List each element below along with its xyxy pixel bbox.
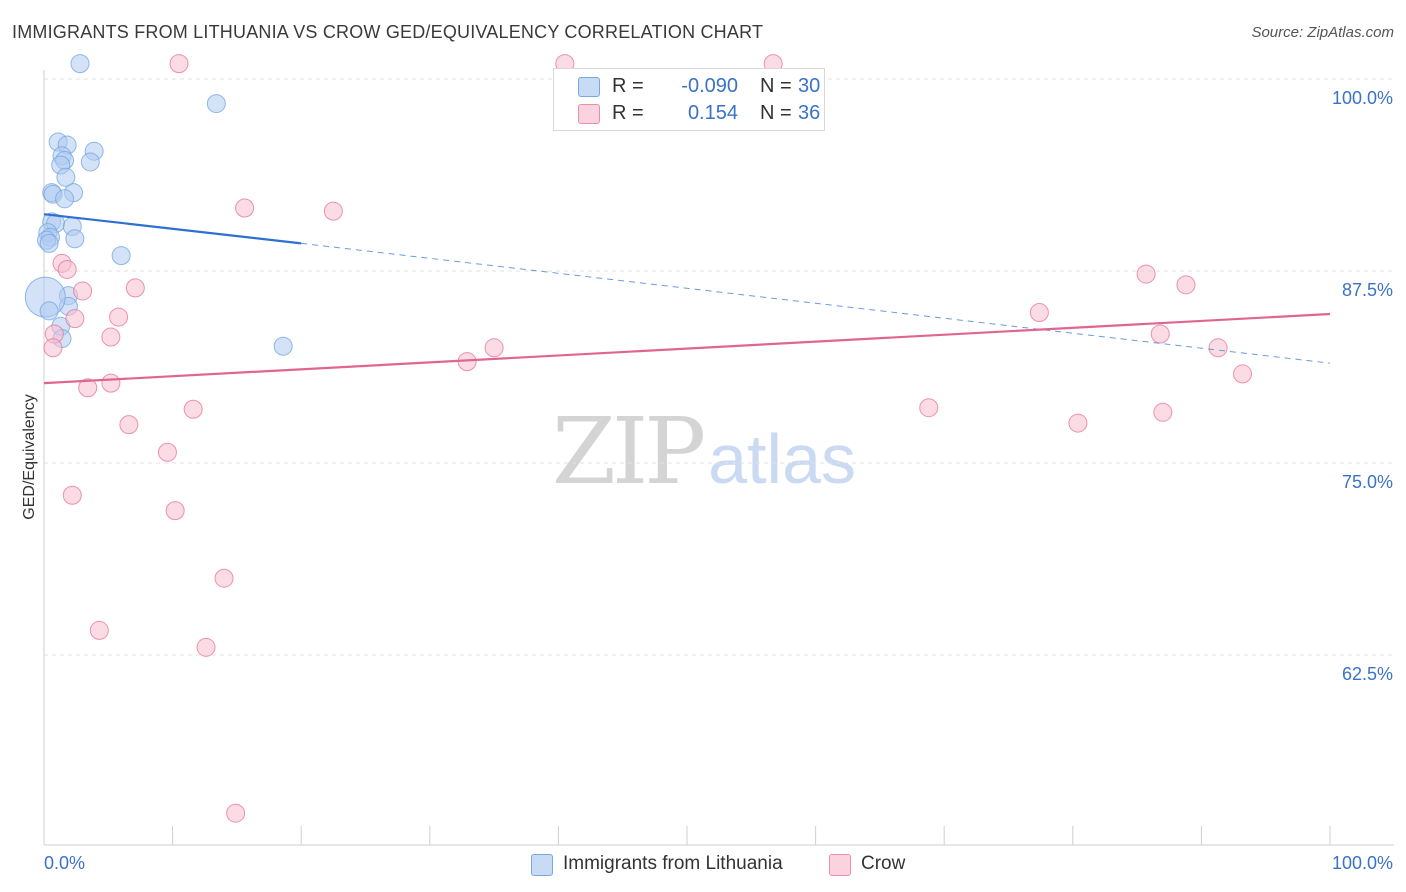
r-value: 0.154 — [687, 102, 738, 124]
r-label: R = — [612, 102, 644, 124]
y-axis-label: GED/Equivalency — [21, 394, 38, 520]
crow-point — [484, 338, 504, 358]
crow-point — [323, 201, 343, 221]
n-label: N = — [760, 75, 792, 97]
crow-point — [235, 198, 255, 218]
crow-point — [109, 307, 129, 327]
crow-point — [43, 338, 63, 358]
n-label: N = — [760, 102, 792, 124]
lithuania-point — [111, 246, 131, 266]
lithuania-point — [55, 189, 75, 209]
lithuania-point — [39, 301, 59, 321]
crow-point — [1233, 364, 1253, 384]
watermark-zip: ZIP — [552, 398, 706, 505]
lithuania-point — [39, 233, 59, 253]
crow-point — [1136, 264, 1156, 284]
crow-point — [89, 620, 109, 640]
crow-point — [101, 327, 121, 347]
source-label: Source: ZipAtlas.com — [1251, 24, 1394, 41]
x-tick-label: 0.0% — [44, 853, 85, 873]
r-value: -0.090 — [681, 75, 738, 97]
lithuania-point — [70, 54, 90, 74]
crow-point — [1150, 324, 1170, 344]
lithuania-point — [273, 336, 293, 356]
crow-point — [1176, 275, 1196, 295]
crow-point — [1208, 338, 1228, 358]
crow-point — [183, 399, 203, 419]
y-tick-label: 87.5% — [1342, 280, 1393, 300]
crow-point — [157, 442, 177, 462]
watermark-atlas: atlas — [708, 420, 857, 498]
crow-point — [1153, 402, 1173, 422]
crow-point — [196, 637, 216, 657]
lithuania-point — [56, 167, 76, 187]
n-value: 36 — [798, 102, 821, 124]
watermark: ZIPatlas — [552, 398, 856, 505]
stats-legend: R = -0.090 N = 30 R = 0.154 N = 36 — [553, 68, 825, 131]
bottom-legend-swatch-lithuania — [531, 854, 553, 876]
crow-point — [101, 373, 121, 393]
n-value: 30 — [798, 75, 821, 97]
crow-point — [1029, 302, 1049, 322]
lithuania-point — [80, 152, 100, 172]
y-tick-label: 75.0% — [1342, 472, 1393, 492]
legend-swatch-lithuania — [578, 77, 600, 97]
x-tick-label: 100.0% — [1332, 853, 1393, 873]
crow-point — [1068, 413, 1088, 433]
y-tick-label: 100.0% — [1332, 88, 1393, 108]
crow-point — [73, 281, 93, 301]
bottom-legend-label-lithuania: Immigrants from Lithuania — [563, 853, 783, 874]
chart-title: IMMIGRANTS FROM LITHUANIA VS CROW GED/EQ… — [12, 22, 764, 42]
lithuania-point — [206, 94, 226, 114]
crow-point — [119, 415, 139, 435]
crow-point — [169, 54, 189, 74]
legend-swatch-crow — [578, 104, 600, 124]
y-tick-label: 62.5% — [1342, 664, 1393, 684]
lithuania-trend-extension — [301, 242, 1331, 364]
bottom-legend-label-crow: Crow — [861, 853, 906, 874]
r-label: R = — [612, 75, 644, 97]
crow-point — [125, 278, 145, 298]
crow-point — [57, 259, 77, 279]
crow-point — [65, 309, 85, 329]
crow-point — [226, 803, 246, 823]
bottom-legend-swatch-crow — [829, 854, 851, 876]
crow-point — [78, 378, 98, 398]
lithuania-point — [65, 229, 85, 249]
lithuania-trend-line — [43, 213, 302, 245]
crow-point — [165, 501, 185, 521]
crow-point — [214, 568, 234, 588]
y-axis-label-wrap: GED/Equivalency — [18, 0, 42, 892]
crow-trend-line — [43, 312, 1331, 385]
crow-point — [62, 485, 82, 505]
crow-point — [919, 398, 939, 418]
